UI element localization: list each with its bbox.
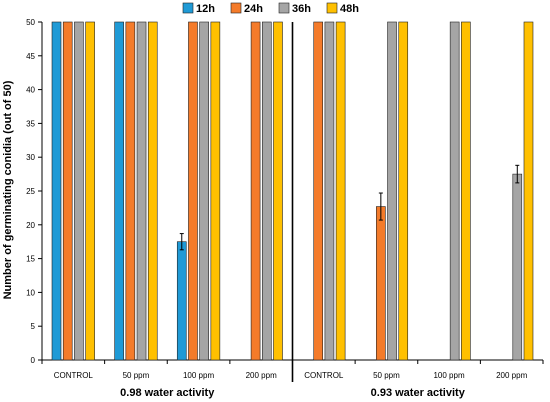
bar-48h-6 [461,21,471,361]
legend-swatch-36h [278,2,290,14]
y-tick-label-10: 50 [26,18,35,27]
legend-swatch-12h [182,2,194,14]
y-tick-label-1: 5 [31,322,36,331]
bar-36h-4 [324,21,335,361]
y-tick-label-0: 0 [31,356,36,365]
x-tick-label-7: 200 ppm [496,371,527,380]
bar-36h-0 [74,21,84,361]
bar-24h-0 [62,21,73,361]
bar-24h-4 [313,21,324,361]
bar-24h-3 [250,21,261,361]
x-tick-label-0: CONTROL [54,371,94,380]
group-title-1: 0.93 water activity [371,387,466,399]
bar-24h-2 [188,21,198,361]
y-tick-label-5: 25 [26,187,35,196]
bar-36h-6 [449,21,460,361]
bar-48h-4 [335,21,346,361]
legend-label-24h: 24h [244,3,263,15]
plot-area: 0 5 10 15 20 25 30 35 40 45 50 CONTROL 50 ppm 100 ppm… [26,18,544,399]
y-tick-label-6: 30 [26,153,35,162]
bar-48h-2 [210,21,221,361]
bar-12h-2 [176,241,187,361]
legend-swatch-24h [230,2,242,14]
x-tick-label-3: 200 ppm [246,371,277,380]
bar-48h-3 [273,21,283,361]
bar-36h-3 [261,21,272,361]
x-tick-label-1: 50 ppm [123,371,150,380]
legend-label-12h: 12h [196,3,215,15]
bar-12h-0 [51,21,62,361]
y-tick-label-3: 15 [26,255,35,264]
bar-48h-0 [85,21,95,361]
bar-36h-2 [199,21,209,361]
bar-48h-5 [398,21,409,361]
bar-24h-5 [376,206,386,361]
x-tick-label-6: 100 ppm [433,371,464,380]
bar-12h-1 [114,21,124,361]
y-tick-label-4: 20 [26,221,35,230]
legend: 12h 24h 36h 48h [182,2,359,15]
x-tick-label-5: 50 ppm [373,371,400,380]
bar-36h-7 [512,173,523,361]
y-tick-label-8: 40 [26,86,35,95]
bar-48h-1 [147,21,158,361]
bar-48h-7 [523,21,534,361]
bar-24h-1 [125,21,136,361]
legend-swatch-48h [326,2,338,14]
x-tick-label-4: CONTROL [304,371,344,380]
group-title-0: 0.98 water activity [120,387,215,399]
legend-label-48h: 48h [340,3,359,15]
y-tick-label-2: 10 [26,288,35,297]
y-axis-title: Number of germinating conidia (out of 50… [2,80,14,299]
bar-36h-1 [136,21,147,361]
y-tick-label-7: 35 [26,119,35,128]
y-tick-label-9: 45 [26,52,35,61]
legend-label-36h: 36h [292,3,311,15]
x-tick-label-2: 100 ppm [183,371,214,380]
bar-36h-5 [387,21,397,361]
